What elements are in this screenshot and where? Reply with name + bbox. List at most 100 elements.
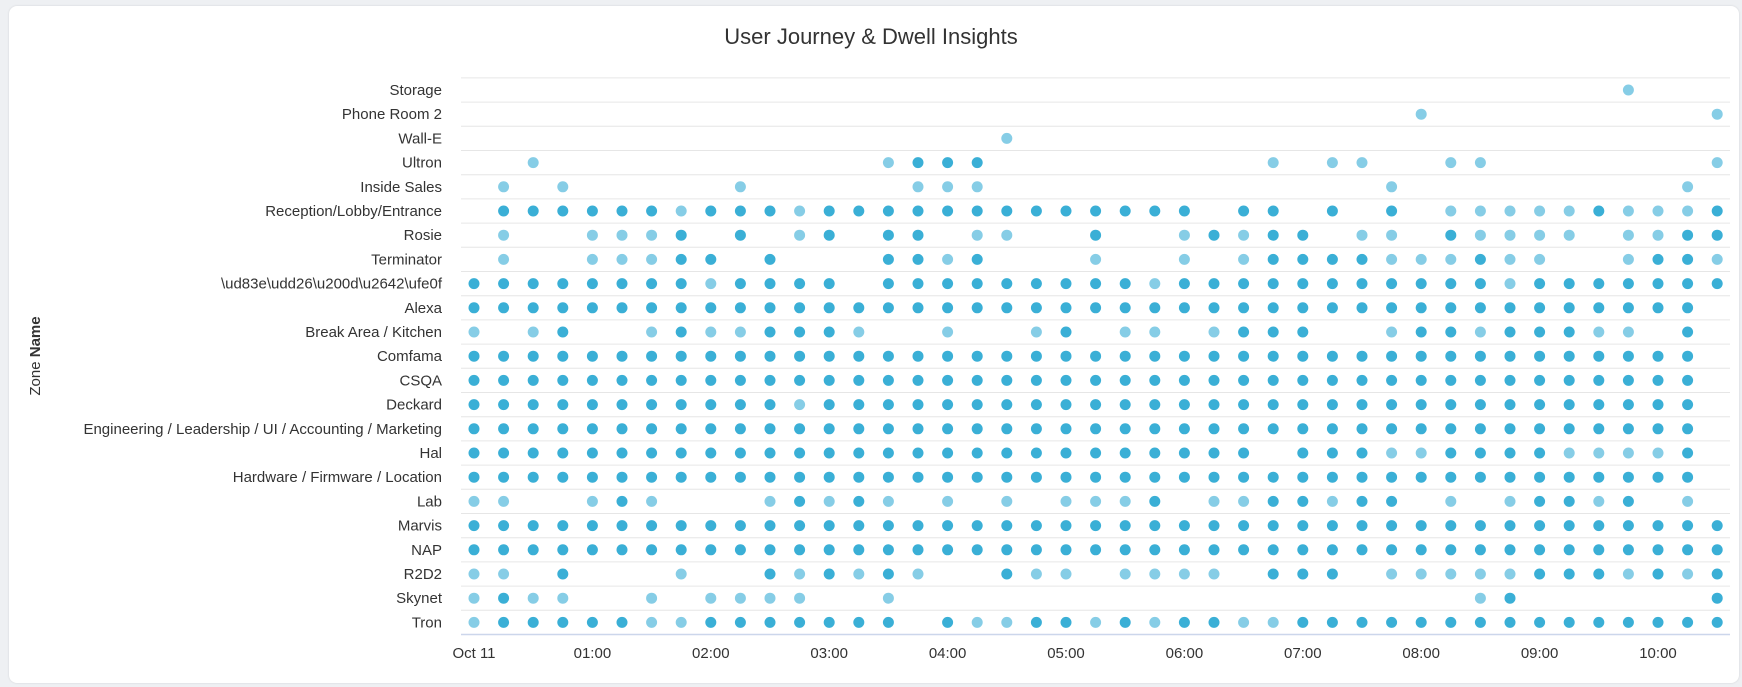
visit-dot[interactable] — [1593, 447, 1605, 459]
visit-dot[interactable] — [1238, 520, 1250, 532]
visit-dot[interactable] — [1593, 495, 1605, 507]
visit-dot[interactable] — [1563, 471, 1575, 483]
visit-dot[interactable] — [1622, 471, 1634, 483]
visit-dot[interactable] — [1238, 374, 1250, 386]
visit-dot[interactable] — [675, 302, 687, 314]
visit-dot[interactable] — [1178, 350, 1190, 362]
visit-dot[interactable] — [586, 399, 598, 411]
visit-dot[interactable] — [1682, 399, 1694, 411]
visit-dot[interactable] — [912, 399, 924, 411]
visit-dot[interactable] — [1534, 326, 1546, 338]
visit-dot[interactable] — [1445, 447, 1457, 459]
visit-dot[interactable] — [1682, 616, 1694, 628]
visit-dot[interactable] — [586, 471, 598, 483]
visit-dot[interactable] — [1711, 278, 1723, 290]
visit-dot[interactable] — [646, 471, 658, 483]
visit-dot[interactable] — [1267, 568, 1279, 580]
visit-dot[interactable] — [1060, 471, 1072, 483]
visit-dot[interactable] — [1593, 399, 1605, 411]
visit-dot[interactable] — [853, 326, 865, 338]
visit-dot[interactable] — [1297, 447, 1309, 459]
visit-dot[interactable] — [794, 326, 806, 338]
visit-dot[interactable] — [1474, 447, 1486, 459]
visit-dot[interactable] — [734, 592, 746, 604]
visit-dot[interactable] — [1178, 278, 1190, 290]
visit-dot[interactable] — [1652, 423, 1664, 435]
visit-dot[interactable] — [1386, 447, 1398, 459]
visit-dot[interactable] — [705, 423, 717, 435]
visit-dot[interactable] — [1001, 374, 1013, 386]
visit-dot[interactable] — [1445, 471, 1457, 483]
visit-dot[interactable] — [557, 592, 569, 604]
visit-dot[interactable] — [764, 520, 776, 532]
visit-dot[interactable] — [468, 568, 480, 580]
visit-dot[interactable] — [1090, 423, 1102, 435]
visit-dot[interactable] — [675, 423, 687, 435]
visit-dot[interactable] — [1593, 374, 1605, 386]
visit-dot[interactable] — [1652, 205, 1664, 217]
visit-dot[interactable] — [734, 471, 746, 483]
visit-dot[interactable] — [1534, 278, 1546, 290]
visit-dot[interactable] — [912, 181, 924, 193]
visit-dot[interactable] — [1474, 423, 1486, 435]
visit-dot[interactable] — [646, 423, 658, 435]
visit-dot[interactable] — [1267, 471, 1279, 483]
visit-dot[interactable] — [853, 520, 865, 532]
visit-dot[interactable] — [1534, 447, 1546, 459]
visit-dot[interactable] — [1030, 423, 1042, 435]
visit-dot[interactable] — [1208, 447, 1220, 459]
visit-dot[interactable] — [1445, 302, 1457, 314]
visit-dot[interactable] — [675, 326, 687, 338]
visit-dot[interactable] — [1445, 616, 1457, 628]
visit-dot[interactable] — [646, 302, 658, 314]
visit-dot[interactable] — [1149, 495, 1161, 507]
visit-dot[interactable] — [1504, 495, 1516, 507]
visit-dot[interactable] — [1415, 447, 1427, 459]
visit-dot[interactable] — [468, 592, 480, 604]
visit-dot[interactable] — [1652, 302, 1664, 314]
visit-dot[interactable] — [1711, 253, 1723, 265]
visit-dot[interactable] — [705, 278, 717, 290]
visit-dot[interactable] — [1563, 374, 1575, 386]
visit-dot[interactable] — [853, 568, 865, 580]
visit-dot[interactable] — [586, 278, 598, 290]
visit-dot[interactable] — [1386, 278, 1398, 290]
visit-dot[interactable] — [616, 302, 628, 314]
visit-dot[interactable] — [734, 205, 746, 217]
visit-dot[interactable] — [853, 374, 865, 386]
visit-dot[interactable] — [1711, 592, 1723, 604]
visit-dot[interactable] — [1267, 205, 1279, 217]
visit-dot[interactable] — [1030, 399, 1042, 411]
visit-dot[interactable] — [1622, 374, 1634, 386]
visit-dot[interactable] — [1415, 253, 1427, 265]
visit-dot[interactable] — [823, 471, 835, 483]
visit-dot[interactable] — [942, 447, 954, 459]
visit-dot[interactable] — [1297, 350, 1309, 362]
visit-dot[interactable] — [675, 447, 687, 459]
visit-dot[interactable] — [557, 350, 569, 362]
visit-dot[interactable] — [1238, 326, 1250, 338]
visit-dot[interactable] — [1593, 616, 1605, 628]
visit-dot[interactable] — [1474, 520, 1486, 532]
visit-dot[interactable] — [1238, 616, 1250, 628]
visit-dot[interactable] — [1474, 592, 1486, 604]
visit-dot[interactable] — [675, 568, 687, 580]
visit-dot[interactable] — [882, 302, 894, 314]
visit-dot[interactable] — [1652, 520, 1664, 532]
visit-dot[interactable] — [527, 447, 539, 459]
visit-dot[interactable] — [1593, 471, 1605, 483]
visit-dot[interactable] — [586, 229, 598, 241]
visit-dot[interactable] — [1534, 423, 1546, 435]
visit-dot[interactable] — [1386, 568, 1398, 580]
visit-dot[interactable] — [1682, 423, 1694, 435]
visit-dot[interactable] — [1060, 544, 1072, 556]
visit-dot[interactable] — [1593, 350, 1605, 362]
visit-dot[interactable] — [1474, 157, 1486, 169]
visit-dot[interactable] — [971, 544, 983, 556]
visit-dot[interactable] — [1593, 302, 1605, 314]
visit-dot[interactable] — [1119, 350, 1131, 362]
visit-dot[interactable] — [646, 229, 658, 241]
visit-dot[interactable] — [1208, 350, 1220, 362]
visit-dot[interactable] — [1652, 399, 1664, 411]
visit-dot[interactable] — [705, 350, 717, 362]
